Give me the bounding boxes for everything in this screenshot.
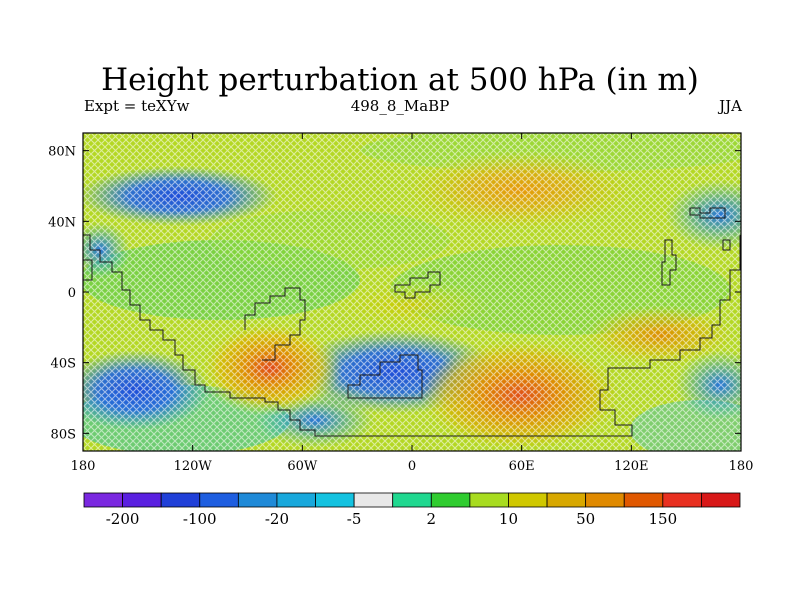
colorbar-swatch	[315, 492, 355, 508]
coastline-arctic-island	[394, 271, 441, 299]
colorbar-swatch	[508, 492, 548, 508]
coastline-west-africa	[244, 287, 306, 361]
colorbar	[83, 492, 741, 508]
experiment-label: Expt = teXYw	[84, 97, 190, 115]
colorbar-swatch	[701, 492, 741, 508]
y-tick-label: 80N	[48, 145, 76, 160]
colorbar-swatch	[122, 492, 162, 508]
x-tick-label: 120E	[614, 459, 648, 474]
colorbar-swatch	[160, 492, 201, 508]
colorbar-label: 2	[426, 510, 437, 528]
coastline-north-pacific-island	[689, 207, 726, 219]
colorbar-label: 50	[576, 510, 596, 528]
colorbar-label: -20	[264, 510, 290, 528]
y-tick-label: 80S	[51, 427, 76, 442]
coastlines	[83, 207, 741, 437]
map-title: Height perturbation at 500 hPa (in m)	[101, 62, 699, 98]
colorbar-swatch	[199, 492, 239, 508]
x-tick-label: 60W	[287, 459, 318, 474]
colorbar-swatch	[392, 492, 432, 508]
colorbar-swatch	[662, 492, 702, 508]
case-label: 498_8_MaBP	[350, 97, 450, 115]
axis-ticks: 180 120W 60W 0 60E 120E 180 80N 40N 0 40S 80S	[48, 133, 753, 474]
x-tick-label: 120W	[174, 459, 213, 474]
colorbar-swatch	[430, 492, 471, 508]
colorbar-label: 150	[648, 510, 678, 528]
colorbar-swatch	[237, 492, 278, 508]
x-tick-label: 180	[71, 459, 96, 474]
colorbar-swatch	[585, 492, 625, 508]
stipple-overlay	[83, 133, 741, 451]
colorbar-label: -200	[105, 510, 140, 528]
colorbar-swatch	[276, 492, 316, 508]
y-tick-label: 0	[68, 286, 76, 301]
colorbar-swatch	[546, 492, 587, 508]
coastline-east-asia	[661, 239, 677, 286]
colorbar-swatch	[353, 492, 394, 508]
colorbar-label: 10	[498, 510, 519, 528]
field-layer	[83, 133, 741, 451]
coastline-antarctica	[347, 354, 423, 399]
colorbar-swatch	[469, 492, 509, 508]
colorbar-swatch	[623, 492, 664, 508]
colorbar-swatch	[83, 492, 123, 508]
x-tick-label: 60E	[509, 459, 535, 474]
y-tick-label: 40N	[48, 215, 76, 230]
coastline-americas	[83, 234, 741, 437]
y-tick-label: 40S	[51, 357, 76, 372]
x-tick-label: 180	[729, 459, 754, 474]
colorbar-label: -100	[182, 510, 217, 528]
coastline-small-island	[722, 239, 731, 251]
coastline-west-pacific-edge	[83, 259, 93, 281]
season-label: JJA	[719, 97, 742, 115]
colorbar-label: -5	[346, 510, 362, 528]
x-tick-label: 0	[408, 459, 416, 474]
